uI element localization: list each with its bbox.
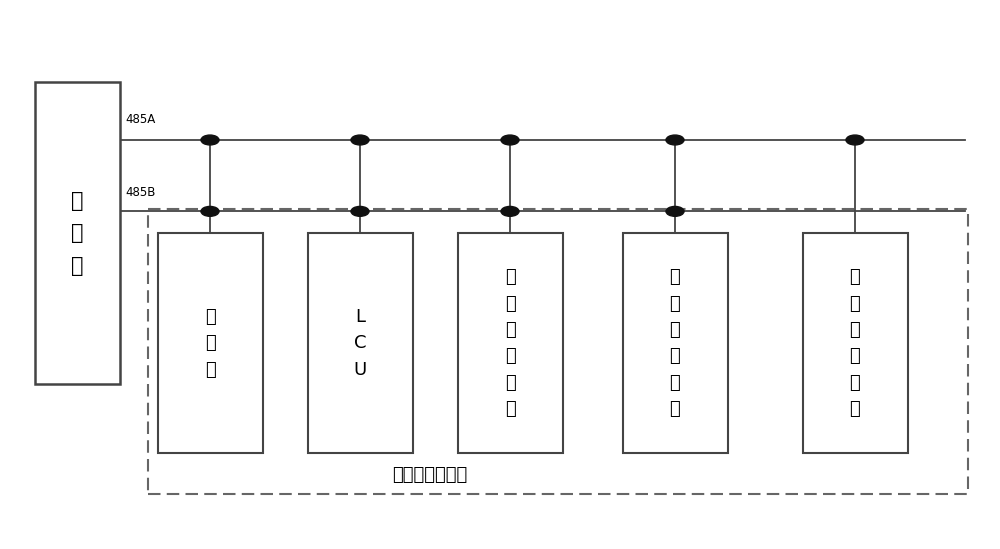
Circle shape: [351, 206, 369, 216]
Circle shape: [201, 206, 219, 216]
Text: 485A: 485A: [125, 113, 155, 126]
Bar: [148, 209, 968, 494]
Text: 计算机模拟模块: 计算机模拟模块: [392, 466, 468, 484]
Text: 车
载
信
息
装
置: 车 载 信 息 装 置: [505, 268, 515, 418]
Bar: [802, 233, 908, 453]
Circle shape: [351, 135, 369, 145]
Bar: [35, 82, 120, 384]
Circle shape: [501, 206, 519, 216]
Circle shape: [846, 135, 864, 145]
Circle shape: [201, 135, 219, 145]
Text: 电
子
柜: 电 子 柜: [205, 308, 215, 378]
Circle shape: [666, 135, 684, 145]
Circle shape: [666, 206, 684, 216]
Text: 列
车
供
电
装
置: 列 车 供 电 装 置: [850, 268, 860, 418]
Text: 显
示
屏: 显 示 屏: [71, 191, 84, 276]
Bar: [458, 233, 562, 453]
Circle shape: [501, 135, 519, 145]
Text: 485B: 485B: [125, 186, 155, 199]
Bar: [158, 233, 262, 453]
Bar: [622, 233, 728, 453]
Bar: [308, 233, 413, 453]
Text: L
C
U: L C U: [353, 308, 367, 378]
Text: 故
障
隔
离
单
元: 故 障 隔 离 单 元: [670, 268, 680, 418]
